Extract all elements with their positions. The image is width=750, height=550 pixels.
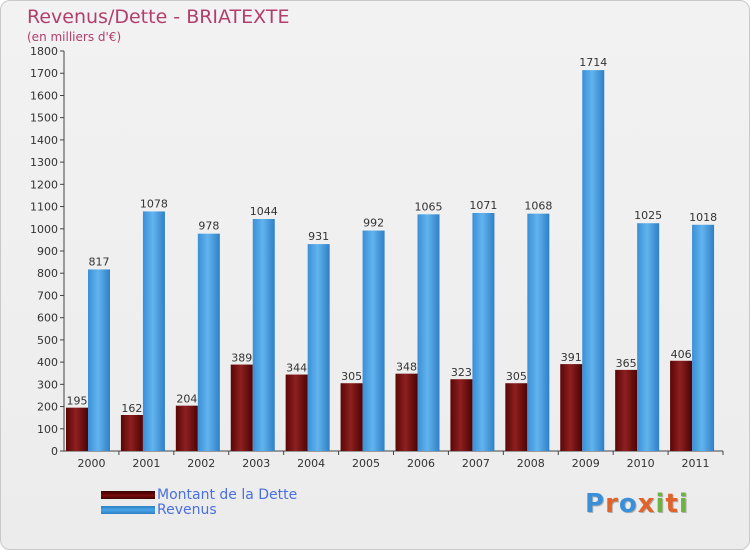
bar-debt [615, 369, 638, 451]
y-tick-label: 100 [37, 423, 58, 436]
y-tick-label: 400 [37, 356, 58, 369]
y-tick-label: 1000 [30, 223, 58, 236]
y-tick-label: 1500 [30, 112, 58, 125]
bar-debt [230, 364, 253, 451]
y-tick-label: 1600 [30, 89, 58, 102]
y-tick-label: 200 [37, 401, 58, 414]
logo-letter: t [665, 489, 679, 519]
bar-revenue [142, 211, 165, 451]
x-tick-label: 2001 [132, 457, 160, 470]
data-label-revenue: 1068 [524, 200, 552, 213]
data-label-revenue: 1025 [634, 209, 662, 222]
bar-revenue [362, 230, 385, 451]
y-tick-label: 800 [37, 267, 58, 280]
y-tick-label: 900 [37, 245, 58, 258]
x-tick-label: 2007 [462, 457, 490, 470]
y-tick-label: 300 [37, 378, 58, 391]
y-tick-label: 1700 [30, 67, 58, 80]
bar-revenue [307, 244, 330, 451]
data-label-revenue: 978 [198, 220, 219, 233]
data-label-debt: 391 [561, 351, 582, 364]
data-label-debt: 365 [616, 357, 637, 370]
data-label-revenue: 1714 [579, 56, 607, 69]
bar-debt [670, 360, 693, 451]
bar-revenue [88, 269, 110, 451]
data-label-debt: 162 [121, 402, 142, 415]
y-tick-label: 0 [51, 445, 58, 458]
proxiti-logo: Proxiti [585, 489, 689, 519]
data-label-debt: 195 [67, 395, 88, 408]
logo-letter: i [678, 489, 689, 519]
y-tick-label: 600 [37, 312, 58, 325]
data-label-revenue: 1065 [415, 200, 443, 213]
bar-debt [395, 373, 418, 451]
data-label-revenue: 1078 [140, 197, 168, 210]
bar-revenue [692, 224, 715, 451]
bar-debt [66, 407, 88, 451]
bar-revenue [472, 213, 495, 451]
logo-letter: x [637, 489, 656, 519]
bar-debt [505, 383, 528, 451]
data-label-debt: 305 [341, 370, 362, 383]
bar-debt [285, 374, 308, 451]
legend-swatch-debt [101, 490, 155, 499]
bar-revenue [637, 223, 660, 451]
legend-label-debt: Montant de la Dette [157, 487, 298, 503]
y-tick-label: 1200 [30, 178, 58, 191]
x-tick-label: 2003 [242, 457, 270, 470]
data-label-revenue: 1044 [250, 205, 278, 218]
bar-debt [450, 379, 473, 451]
logo-letter: i [655, 489, 666, 519]
data-label-debt: 348 [396, 361, 417, 374]
x-tick-label: 2008 [517, 457, 545, 470]
y-tick-label: 700 [37, 289, 58, 302]
bar-revenue [197, 233, 220, 451]
logo-letter: o [618, 489, 638, 519]
y-tick-label: 1100 [30, 201, 58, 214]
data-label-revenue: 931 [308, 230, 329, 243]
y-tick-label: 1400 [30, 134, 58, 147]
x-tick-label: 2004 [297, 457, 325, 470]
data-label-revenue: 992 [363, 217, 384, 230]
logo-letter: P [585, 489, 606, 519]
legend-swatch-revenue [101, 505, 155, 514]
data-label-debt: 406 [671, 348, 692, 361]
legend-item-revenue: Revenus [101, 503, 297, 518]
x-tick-label: 2000 [77, 457, 105, 470]
y-tick-label: 1300 [30, 156, 58, 169]
bar-debt [120, 415, 143, 451]
data-label-revenue: 1071 [469, 199, 497, 212]
x-tick-label: 2002 [187, 457, 215, 470]
bar-revenue [582, 70, 605, 451]
data-label-debt: 305 [506, 370, 527, 383]
data-label-debt: 204 [176, 393, 197, 406]
data-label-revenue: 817 [89, 255, 110, 268]
bar-revenue [417, 214, 440, 451]
x-tick-label: 2005 [352, 457, 380, 470]
legend-item-debt: Montant de la Dette [101, 488, 297, 503]
data-label-debt: 389 [231, 352, 252, 365]
legend-label-revenue: Revenus [157, 502, 217, 518]
legend: Montant de la Dette Revenus [101, 488, 297, 518]
chart-title: Revenus/Dette - BRIATEXTE [27, 6, 290, 28]
y-tick-label: 500 [37, 334, 58, 347]
data-label-revenue: 1018 [689, 211, 717, 224]
bar-debt [560, 364, 583, 451]
x-tick-label: 2006 [407, 457, 435, 470]
bar-debt [340, 383, 363, 451]
x-tick-label: 2011 [682, 457, 710, 470]
x-tick-label: 2010 [627, 457, 655, 470]
chart-subtitle: (en milliers d'€) [27, 30, 122, 44]
data-label-debt: 344 [286, 362, 307, 375]
data-label-debt: 323 [451, 366, 472, 379]
y-tick-label: 1800 [30, 45, 58, 58]
x-tick-label: 2009 [572, 457, 600, 470]
bar-debt [175, 405, 198, 451]
bar-revenue [527, 213, 550, 451]
logo-letter: r [605, 489, 619, 519]
bar-revenue [252, 219, 275, 451]
